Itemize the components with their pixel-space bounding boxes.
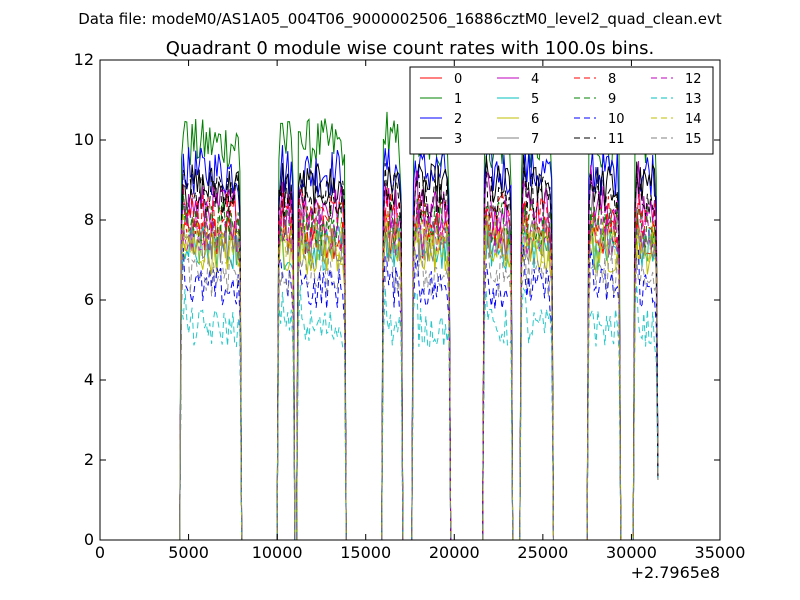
legend-label-9: 9 xyxy=(608,92,616,107)
y-tick-label: 10 xyxy=(74,130,94,149)
x-tick-label: 0 xyxy=(95,543,105,562)
series-line-8 xyxy=(179,184,659,540)
series-line-9 xyxy=(179,192,659,540)
legend-label-2: 2 xyxy=(454,112,462,127)
legend-label-11: 11 xyxy=(608,132,625,147)
legend-label-3: 3 xyxy=(454,132,462,147)
legend-label-7: 7 xyxy=(531,132,539,147)
x-tick-label: 10000 xyxy=(252,543,303,562)
legend-label-14: 14 xyxy=(685,112,702,127)
legend-label-15: 15 xyxy=(685,132,702,147)
x-tick-label: 35000 xyxy=(695,543,746,562)
legend-label-10: 10 xyxy=(608,112,625,127)
legend-label-5: 5 xyxy=(531,92,539,107)
chart-title: Quadrant 0 module wise count rates with … xyxy=(166,38,655,59)
series-line-11 xyxy=(179,162,659,540)
x-tick-label: 20000 xyxy=(429,543,480,562)
legend-label-6: 6 xyxy=(531,112,539,127)
x-tick-label: 25000 xyxy=(517,543,568,562)
y-tick-label: 2 xyxy=(84,450,94,469)
legend-label-0: 0 xyxy=(454,72,462,87)
series-line-13 xyxy=(179,284,659,540)
legend-label-8: 8 xyxy=(608,72,616,87)
y-tick-label: 12 xyxy=(74,50,94,69)
series-line-14 xyxy=(179,211,659,540)
plot-frame xyxy=(99,59,721,541)
series-line-15 xyxy=(179,244,659,540)
axis-ticks: 0 5000 10000 15000 20000 25000 30000 35000 0 2 4 6 8… xyxy=(74,50,746,562)
x-tick-label: 5000 xyxy=(168,543,209,562)
legend-label-1: 1 xyxy=(454,92,462,107)
legend-label-12: 12 xyxy=(685,72,702,87)
y-tick-label: 4 xyxy=(84,370,94,389)
y-tick-label: 8 xyxy=(84,210,94,229)
y-tick-label: 0 xyxy=(84,530,94,549)
x-tick-label: 15000 xyxy=(340,543,391,562)
y-tick-label: 6 xyxy=(84,290,94,309)
legend-label-13: 13 xyxy=(685,92,702,107)
series-group xyxy=(179,98,659,540)
legend-label-4: 4 xyxy=(531,72,539,87)
legend-box xyxy=(409,66,714,155)
x-tick-label: 30000 xyxy=(606,543,657,562)
x-offset-label: +2.7965e8 xyxy=(631,563,720,582)
series-line-10 xyxy=(179,244,659,540)
chart-suptitle: Data file: modeM0/AS1A05_004T06_90000025… xyxy=(78,10,722,29)
